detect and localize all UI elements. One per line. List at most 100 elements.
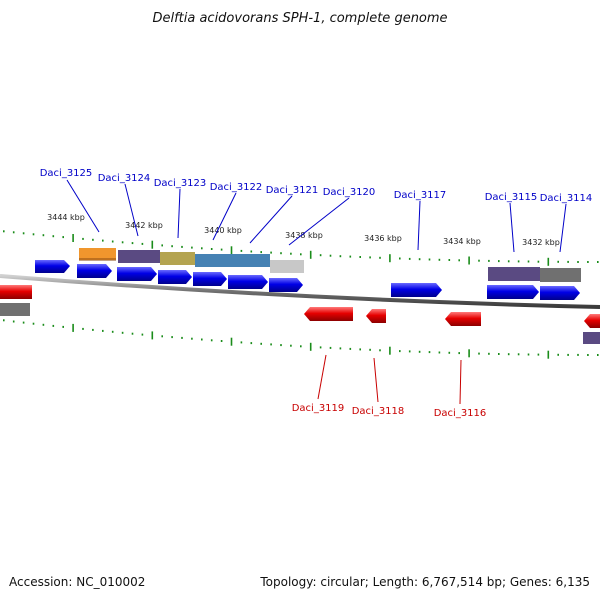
- minor-tick: [102, 329, 104, 332]
- minor-tick: [210, 248, 213, 250]
- minor-tick: [537, 353, 540, 356]
- gene-label[interactable]: Daci_3122: [210, 182, 263, 193]
- gene-label[interactable]: Daci_3117: [394, 190, 447, 201]
- minor-tick: [339, 347, 342, 350]
- minor-tick: [42, 234, 45, 237]
- minor-tick: [121, 241, 124, 244]
- minor-tick: [527, 260, 530, 263]
- gene-label[interactable]: Daci_3120: [323, 187, 376, 198]
- forward-gene[interactable]: [228, 275, 268, 289]
- kbp-label: 3438 kbp: [285, 231, 323, 240]
- minor-tick: [22, 321, 25, 324]
- minor-tick: [161, 244, 163, 247]
- minor-tick: [319, 254, 322, 257]
- cog-band-purple-right[interactable]: [488, 267, 540, 281]
- minor-tick: [507, 353, 510, 356]
- gene-label[interactable]: Daci_3119: [292, 403, 345, 414]
- gene-label[interactable]: Daci_3125: [40, 168, 93, 179]
- minor-tick: [567, 353, 569, 356]
- minor-tick: [498, 260, 500, 263]
- forward-gene[interactable]: [269, 278, 303, 292]
- map-title: Delftia acidovorans SPH-1, complete geno…: [152, 11, 447, 26]
- minor-tick: [448, 351, 451, 354]
- cog-band-purple-edge[interactable]: [583, 332, 600, 344]
- minor-tick: [42, 323, 45, 326]
- gene-label[interactable]: Daci_3116: [434, 408, 487, 419]
- minor-tick: [527, 353, 530, 356]
- minor-tick: [379, 349, 381, 352]
- minor-tick: [3, 230, 5, 233]
- minor-tick: [131, 332, 134, 335]
- minor-tick: [379, 256, 381, 259]
- forward-gene[interactable]: [540, 286, 580, 300]
- minor-tick: [478, 259, 480, 262]
- minor-tick: [418, 350, 421, 353]
- minor-tick: [488, 259, 490, 262]
- reverse-gene[interactable]: [445, 312, 481, 326]
- forward-gene[interactable]: [391, 283, 442, 297]
- outer-scale-ticks: [3, 230, 599, 266]
- minor-tick: [478, 352, 480, 355]
- minor-tick: [557, 353, 559, 356]
- minor-tick: [488, 352, 490, 355]
- reverse-gene[interactable]: [584, 314, 600, 328]
- minor-tick: [517, 260, 520, 263]
- minor-tick: [240, 341, 243, 344]
- gene-label[interactable]: Daci_3115: [485, 192, 538, 203]
- cog-band-purple[interactable]: [118, 250, 160, 263]
- minor-tick: [597, 354, 599, 356]
- minor-tick: [191, 337, 193, 340]
- gene-label[interactable]: Daci_3123: [154, 178, 207, 189]
- accession-text: Accession: NC_010002: [9, 575, 145, 589]
- gene-label[interactable]: Daci_3121: [266, 185, 319, 196]
- minor-tick: [92, 238, 94, 241]
- minor-tick: [171, 336, 173, 339]
- gene-label[interactable]: Daci_3114: [540, 193, 593, 204]
- reverse-gene[interactable]: [0, 285, 32, 299]
- minor-tick: [517, 353, 520, 356]
- major-tick: [72, 323, 74, 332]
- gene-label[interactable]: Daci_3124: [98, 173, 151, 184]
- cog-band-light[interactable]: [270, 260, 304, 273]
- minor-tick: [260, 342, 262, 345]
- major-tick: [230, 337, 233, 346]
- minor-tick: [22, 232, 25, 235]
- major-tick: [468, 256, 470, 265]
- forward-gene[interactable]: [35, 260, 70, 273]
- cog-band-olive[interactable]: [160, 252, 195, 265]
- cog-band-grey-left[interactable]: [0, 303, 30, 316]
- minor-tick: [587, 354, 589, 356]
- minor-tick: [121, 331, 124, 334]
- minor-tick: [349, 347, 352, 350]
- cog-band-orange[interactable]: [79, 248, 116, 260]
- minor-tick: [290, 252, 292, 255]
- minor-tick: [201, 247, 203, 250]
- minor-tick: [3, 319, 5, 322]
- minor-tick: [458, 259, 460, 262]
- minor-tick: [141, 333, 144, 336]
- minor-tick: [567, 260, 569, 263]
- reverse-gene[interactable]: [304, 307, 353, 321]
- forward-gene[interactable]: [487, 285, 539, 299]
- genome-stats-text: Topology: circular; Length: 6,767,514 bp…: [259, 575, 590, 589]
- reverse-gene[interactable]: [366, 309, 386, 323]
- cog-band-teal[interactable]: [195, 254, 270, 267]
- forward-gene[interactable]: [158, 270, 192, 284]
- minor-tick: [181, 336, 183, 339]
- kbp-label: 3442 kbp: [125, 221, 163, 230]
- minor-tick: [428, 258, 431, 261]
- minor-tick: [408, 257, 411, 260]
- minor-tick: [300, 345, 302, 348]
- forward-gene-labels: Daci_3125 Daci_3124 Daci_3123 Daci_3122 …: [40, 168, 593, 204]
- minor-tick: [52, 235, 55, 238]
- minor-tick: [12, 231, 15, 234]
- major-tick: [309, 342, 312, 351]
- minor-tick: [537, 260, 540, 263]
- forward-gene[interactable]: [193, 272, 227, 286]
- gene-label[interactable]: Daci_3118: [352, 406, 405, 417]
- forward-gene[interactable]: [77, 264, 112, 278]
- minor-tick: [290, 344, 292, 347]
- minor-tick: [369, 256, 371, 259]
- cog-band-grey-right[interactable]: [540, 268, 581, 282]
- forward-gene[interactable]: [117, 267, 157, 281]
